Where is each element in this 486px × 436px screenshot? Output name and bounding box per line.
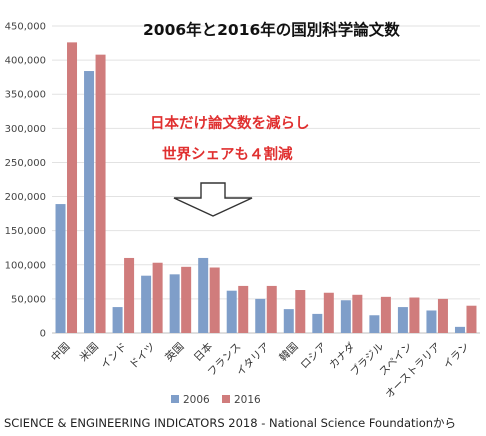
bar-2006-2	[84, 71, 95, 333]
y-tick-label: 0	[40, 329, 46, 340]
bar-2016-14	[437, 298, 448, 333]
bar-2016-11	[352, 294, 363, 333]
legend-swatch-2006	[171, 395, 179, 403]
bar-2006-13	[397, 307, 408, 333]
x-category-label: 中国	[48, 340, 72, 364]
bar-2006-6	[198, 257, 209, 333]
bar-2016-1	[67, 42, 78, 334]
y-axis-ticks: 0 50,000 100,000 150,000 200,000 250,000 300,0…	[5, 22, 46, 340]
y-tick-label: 100,000	[5, 260, 46, 271]
x-category-label: ドイツ	[127, 341, 158, 372]
bar-2006-14	[426, 310, 437, 333]
bar-2016-3	[124, 257, 135, 333]
down-arrow-icon	[173, 182, 253, 217]
bar-2006-10	[312, 313, 323, 333]
y-tick-label: 450,000	[5, 22, 46, 33]
legend-label-2016: 2016	[234, 394, 261, 406]
source-note: SCIENCE & ENGINEERING INDICATORS 2018 - …	[4, 416, 456, 430]
x-category-label: 日本	[191, 340, 215, 364]
bar-2006-8	[255, 298, 266, 333]
bar-2006-12	[369, 315, 380, 333]
bar-2016-10	[323, 292, 334, 333]
bar-2016-7	[238, 285, 249, 333]
y-tick-label: 150,000	[5, 226, 46, 237]
legend: 2006 2016	[171, 394, 261, 406]
x-category-label: 韓国	[277, 341, 300, 364]
bar-2006-15	[454, 326, 465, 333]
bar-2016-5	[181, 266, 192, 333]
bar-2006-7	[226, 290, 237, 333]
x-category-label: 英国	[162, 340, 186, 364]
legend-label-2006: 2006	[183, 394, 210, 406]
bar-2016-13	[409, 297, 420, 333]
bar-2016-9	[295, 290, 306, 333]
x-category-label: ロシア	[298, 341, 329, 372]
x-category-label: インド	[99, 341, 130, 372]
bar-2016-2	[95, 54, 106, 334]
y-tick-label: 350,000	[5, 90, 46, 101]
gridlines	[52, 25, 480, 334]
bar-2016-8	[266, 285, 277, 333]
bar-2006-11	[340, 300, 351, 333]
bar-2006-1	[55, 204, 66, 333]
x-category-label: イラン	[441, 341, 472, 372]
bar-2006-9	[283, 309, 294, 333]
y-tick-label: 50,000	[11, 294, 46, 305]
y-tick-label: 200,000	[5, 192, 46, 203]
bar-2006-5	[169, 274, 180, 333]
legend-swatch-2016	[222, 395, 230, 403]
y-tick-label: 300,000	[5, 124, 46, 135]
bars	[55, 42, 477, 334]
bar-2016-15	[466, 305, 477, 333]
chart-title: 2006年と2016年の国別科学論文数	[143, 20, 400, 39]
y-tick-label: 250,000	[5, 158, 46, 169]
bar-2016-6	[209, 267, 220, 333]
bar-2006-3	[112, 307, 123, 333]
annotation-line-2: 世界シェアも４割減	[162, 145, 293, 163]
x-category-label: 米国	[77, 340, 101, 364]
bar-2016-12	[380, 296, 391, 333]
bar-2006-4	[141, 275, 152, 333]
bar-2016-4	[152, 262, 163, 333]
annotation-line-1: 日本だけ論文数を減らし	[150, 114, 310, 132]
y-tick-label: 400,000	[5, 56, 46, 67]
